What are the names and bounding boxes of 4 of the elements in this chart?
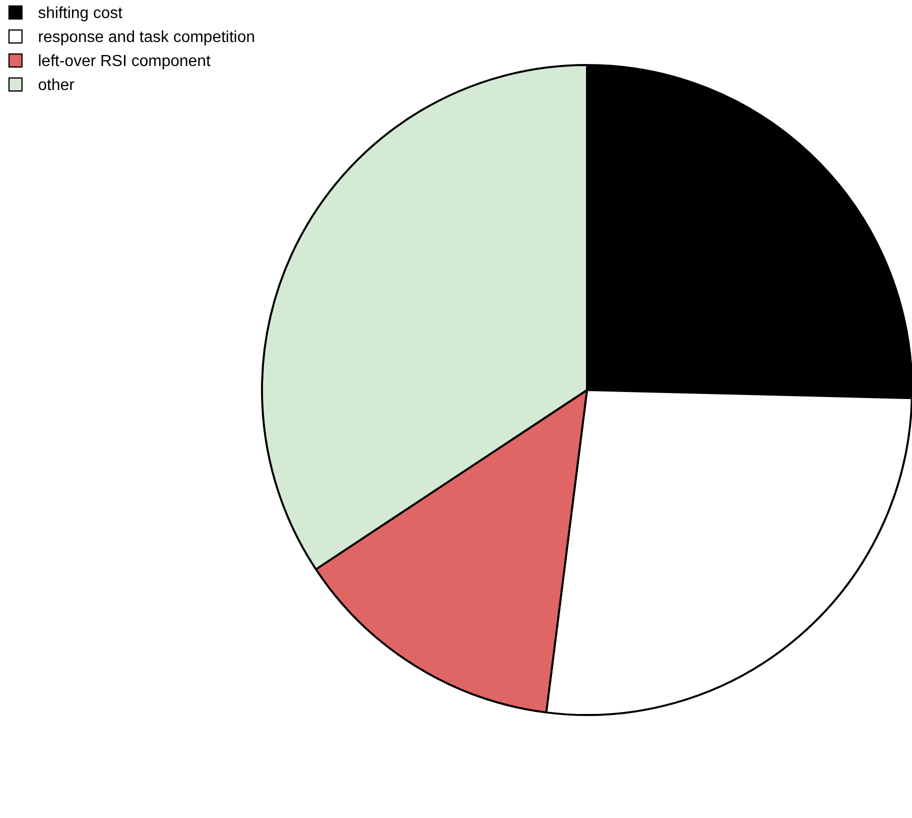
legend-label: shifting cost (38, 5, 124, 22)
legend-label: other (38, 77, 76, 94)
legend-label: response and task competition (38, 29, 256, 46)
legend-label: left-over RSI component (38, 53, 212, 70)
